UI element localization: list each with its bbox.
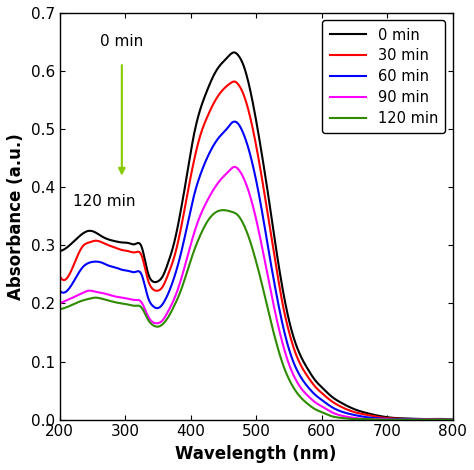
Line: 30 min: 30 min [60,81,453,420]
90 min [391,417,397,423]
30 min [231,78,237,84]
60 min [232,119,237,125]
120 min [450,417,456,423]
120 min [308,403,313,409]
120 min [285,375,291,381]
Line: 0 min: 0 min [60,53,453,420]
90 min [81,290,87,295]
120 min [81,298,87,303]
90 min [396,417,402,423]
0 min [356,408,361,414]
90 min [450,417,456,423]
30 min [285,327,291,332]
60 min [424,417,429,423]
0 min [396,415,401,421]
X-axis label: Wavelength (nm): Wavelength (nm) [175,445,337,463]
0 min [296,349,301,354]
30 min [81,243,87,248]
60 min [81,263,87,269]
60 min [450,417,456,423]
0 min [81,230,87,236]
120 min [356,416,361,422]
120 min [296,392,301,398]
30 min [356,410,361,416]
60 min [308,387,313,393]
60 min [285,344,291,350]
Line: 90 min: 90 min [60,167,453,420]
60 min [57,288,63,293]
90 min [356,415,361,421]
Y-axis label: Absorbance (a.u.): Absorbance (a.u.) [7,133,25,300]
30 min [450,417,456,423]
120 min [396,417,402,423]
30 min [396,416,401,422]
Legend: 0 min, 30 min, 60 min, 90 min, 120 min: 0 min, 30 min, 60 min, 90 min, 120 min [322,20,446,133]
0 min [57,248,63,254]
30 min [57,273,63,278]
Line: 120 min: 120 min [60,210,453,420]
Line: 60 min: 60 min [60,122,453,420]
60 min [396,416,401,422]
90 min [232,164,237,170]
0 min [308,371,313,376]
30 min [296,358,301,364]
120 min [57,306,63,312]
120 min [378,417,383,423]
90 min [308,395,313,401]
120 min [220,207,226,213]
30 min [443,417,449,423]
0 min [450,417,456,423]
0 min [231,50,237,55]
0 min [285,314,291,320]
90 min [57,301,63,306]
30 min [308,378,313,384]
90 min [296,382,301,387]
60 min [296,370,301,376]
60 min [356,413,361,419]
90 min [285,360,291,365]
Text: 0 min: 0 min [100,34,144,49]
Text: 120 min: 120 min [73,194,136,209]
